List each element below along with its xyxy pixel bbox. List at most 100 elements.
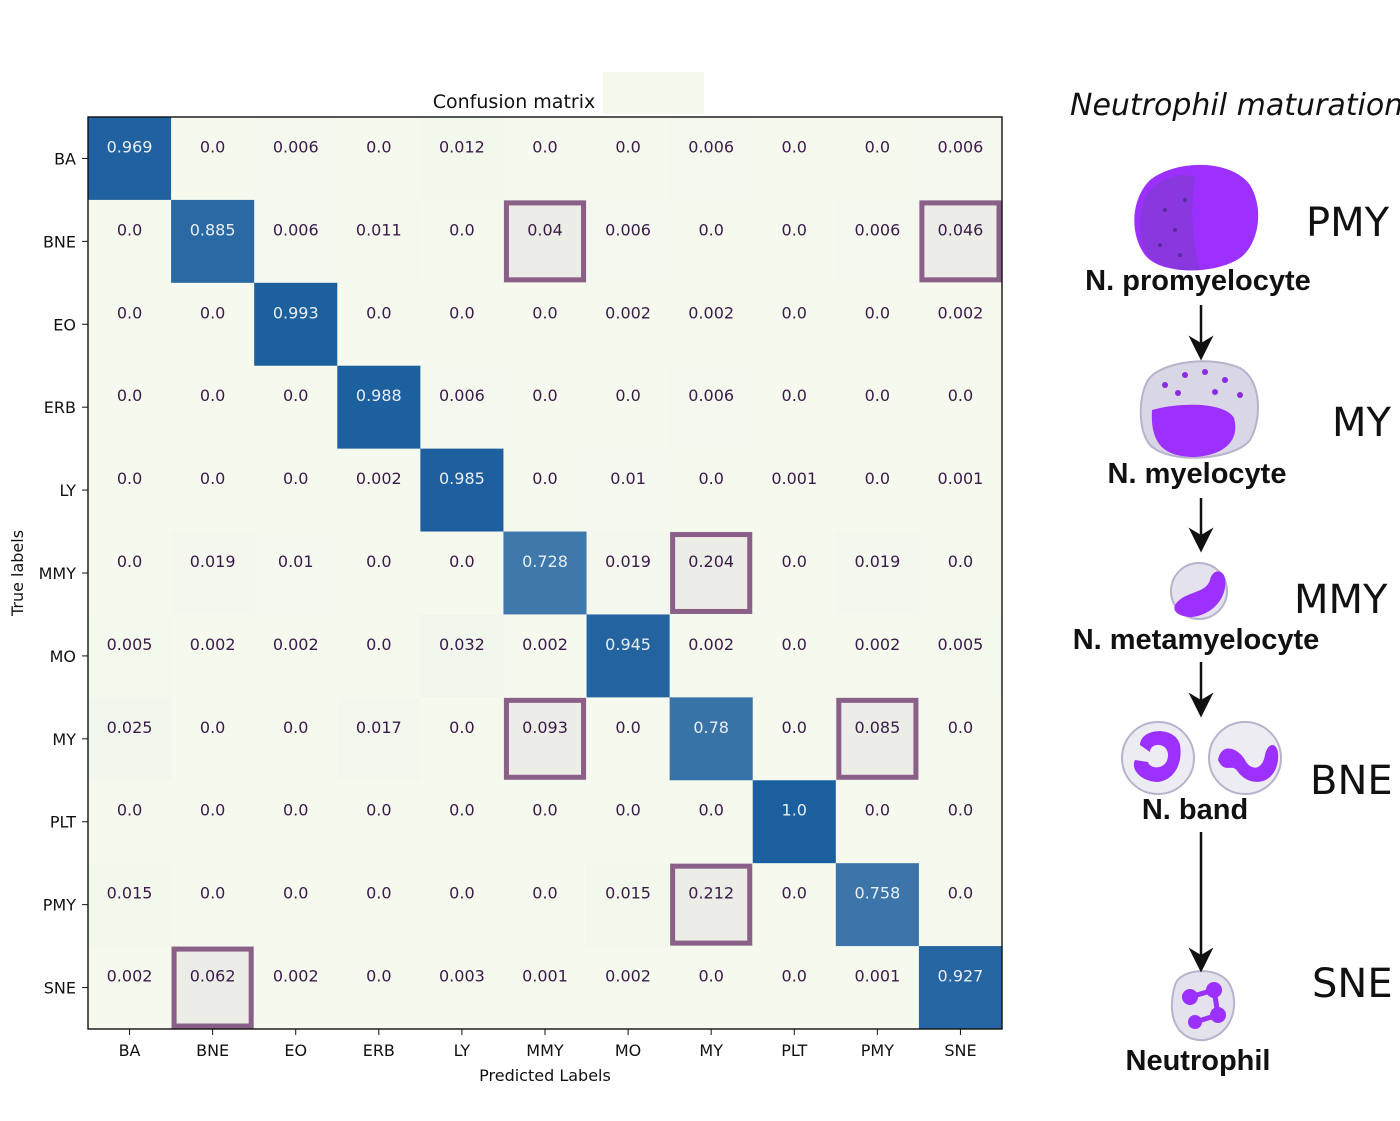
cell-value-label: 0.0	[865, 303, 890, 322]
cell-value-label: 0.0	[865, 386, 890, 405]
highlight-box	[919, 200, 1002, 283]
heatmap-cell	[337, 780, 421, 864]
cell-value-label: 0.0	[117, 469, 142, 488]
heatmap-cell	[88, 282, 172, 367]
stage-name-promyelocyte: N. promyelocyte	[1085, 265, 1311, 297]
heatmap-cell	[669, 780, 754, 864]
cell-value-label: 0.0	[782, 718, 807, 737]
myelocyte-cell-icon	[1139, 360, 1259, 459]
cell-value-label: 0.0	[366, 635, 391, 654]
heatmap-cell	[88, 199, 172, 284]
cell-value-label: 0.0	[948, 884, 973, 903]
cell-value-label: 0.002	[605, 303, 651, 322]
cell-value-label: 0.0	[283, 469, 308, 488]
cell-value-label: 0.204	[688, 552, 734, 571]
cell-value-label: 0.0	[366, 967, 391, 986]
heatmap-cell	[420, 282, 504, 367]
heatmap-cell	[586, 117, 671, 201]
cell-value-label: 0.011	[356, 220, 402, 239]
heatmap-cell	[337, 697, 421, 781]
heatmap-cell	[171, 697, 255, 781]
cell-value-label: 0.0	[449, 552, 474, 571]
heatmap-cell	[669, 946, 754, 1030]
heatmap-cell	[669, 365, 754, 450]
cell-value-label: 0.0	[200, 718, 225, 737]
heatmap-cell	[669, 614, 754, 698]
heatmap-cell	[503, 199, 588, 284]
metamyelocyte-cell-icon	[1170, 562, 1228, 620]
heatmap-cell	[752, 282, 837, 367]
cell-value-label: 0.006	[938, 137, 984, 156]
chart-title: Confusion matrix	[433, 91, 595, 113]
cell-value-label: 0.006	[605, 220, 651, 239]
heatmap-cell	[918, 117, 1003, 201]
heatmap-cell	[752, 863, 837, 947]
heatmap-cell	[420, 448, 504, 533]
cell-value-label: 0.0	[782, 552, 807, 571]
cell-value-label: 0.017	[356, 718, 402, 737]
heatmap-cell	[254, 531, 338, 615]
cell-value-label: 0.728	[522, 552, 568, 571]
highlight-box	[836, 697, 919, 780]
cell-value-label: 0.003	[439, 967, 485, 986]
stage-abbr-mmy: MMY	[1294, 577, 1388, 623]
cell-value-label: 0.0	[532, 469, 557, 488]
heatmap-cell	[88, 697, 172, 781]
highlight-box	[503, 697, 587, 780]
cell-value-label: 0.0	[449, 303, 474, 322]
y-axis-label: True labels	[8, 530, 27, 617]
heatmap-cell	[503, 531, 588, 615]
stage-abbr-sne: SNE	[1312, 961, 1393, 1007]
cell-value-label: 0.012	[439, 137, 485, 156]
cell-value-label: 0.0	[283, 884, 308, 903]
stage-abbr-bne: BNE	[1310, 758, 1393, 804]
cell-value-label: 0.988	[356, 386, 402, 405]
cell-value-label: 0.0	[782, 220, 807, 239]
cell-value-label: 0.01	[278, 552, 314, 571]
cell-value-label: 0.019	[190, 552, 236, 571]
heatmap-cell	[171, 199, 255, 284]
y-tick-label: PMY	[43, 896, 76, 915]
cell-value-label: 0.002	[273, 635, 319, 654]
heatmap-cell	[835, 199, 920, 284]
heatmap-cell	[420, 199, 504, 284]
cell-value-label: 0.032	[439, 635, 485, 654]
heatmap-cell	[88, 531, 172, 615]
heatmap-cell	[420, 780, 504, 864]
cell-value-label: 0.002	[605, 967, 651, 986]
heatmap-cell	[171, 780, 255, 864]
cell-value-label: 0.0	[782, 884, 807, 903]
cell-value-label: 0.015	[107, 884, 153, 903]
y-tick-label: MY	[52, 730, 76, 749]
cell-value-label: 0.006	[688, 386, 734, 405]
heatmap-cell	[254, 863, 338, 947]
heatmap-cell	[669, 282, 754, 367]
cell-value-label: 0.885	[190, 220, 236, 239]
heatmap-cell	[918, 365, 1003, 450]
heatmap-cell	[503, 117, 588, 201]
heatmap-cell	[254, 282, 338, 367]
heatmap-cell	[337, 614, 421, 698]
heatmap-cell	[337, 863, 421, 947]
heatmap-cell	[337, 282, 421, 367]
heatmap-cell	[669, 697, 754, 781]
y-tick-label: EO	[53, 315, 76, 334]
heatmap-cell	[752, 117, 837, 201]
cell-value-label: 0.0	[532, 884, 557, 903]
heatmap-cell	[669, 448, 754, 533]
cell-value-label: 0.0	[366, 552, 391, 571]
y-tick-label: MMY	[39, 564, 77, 583]
cell-value-label: 0.001	[938, 469, 984, 488]
heatmap-cell	[337, 531, 421, 615]
cell-value-label: 0.927	[938, 967, 984, 986]
heatmap-cell	[752, 780, 837, 864]
x-axis-ticks: BA BNE EO ERB LY MMY MO MY PLT PMY SNE	[119, 1029, 977, 1060]
heatmap-cell	[254, 946, 338, 1030]
cell-value-label: 0.002	[688, 303, 734, 322]
cell-value-label: 0.006	[688, 137, 734, 156]
cell-value-label: 0.062	[190, 967, 236, 986]
heatmap-cell	[669, 863, 754, 947]
neutrophil-cell-icon	[1170, 970, 1235, 1042]
stage-name-myelocyte: N. myelocyte	[1107, 458, 1287, 490]
heatmap-cell	[835, 531, 920, 615]
